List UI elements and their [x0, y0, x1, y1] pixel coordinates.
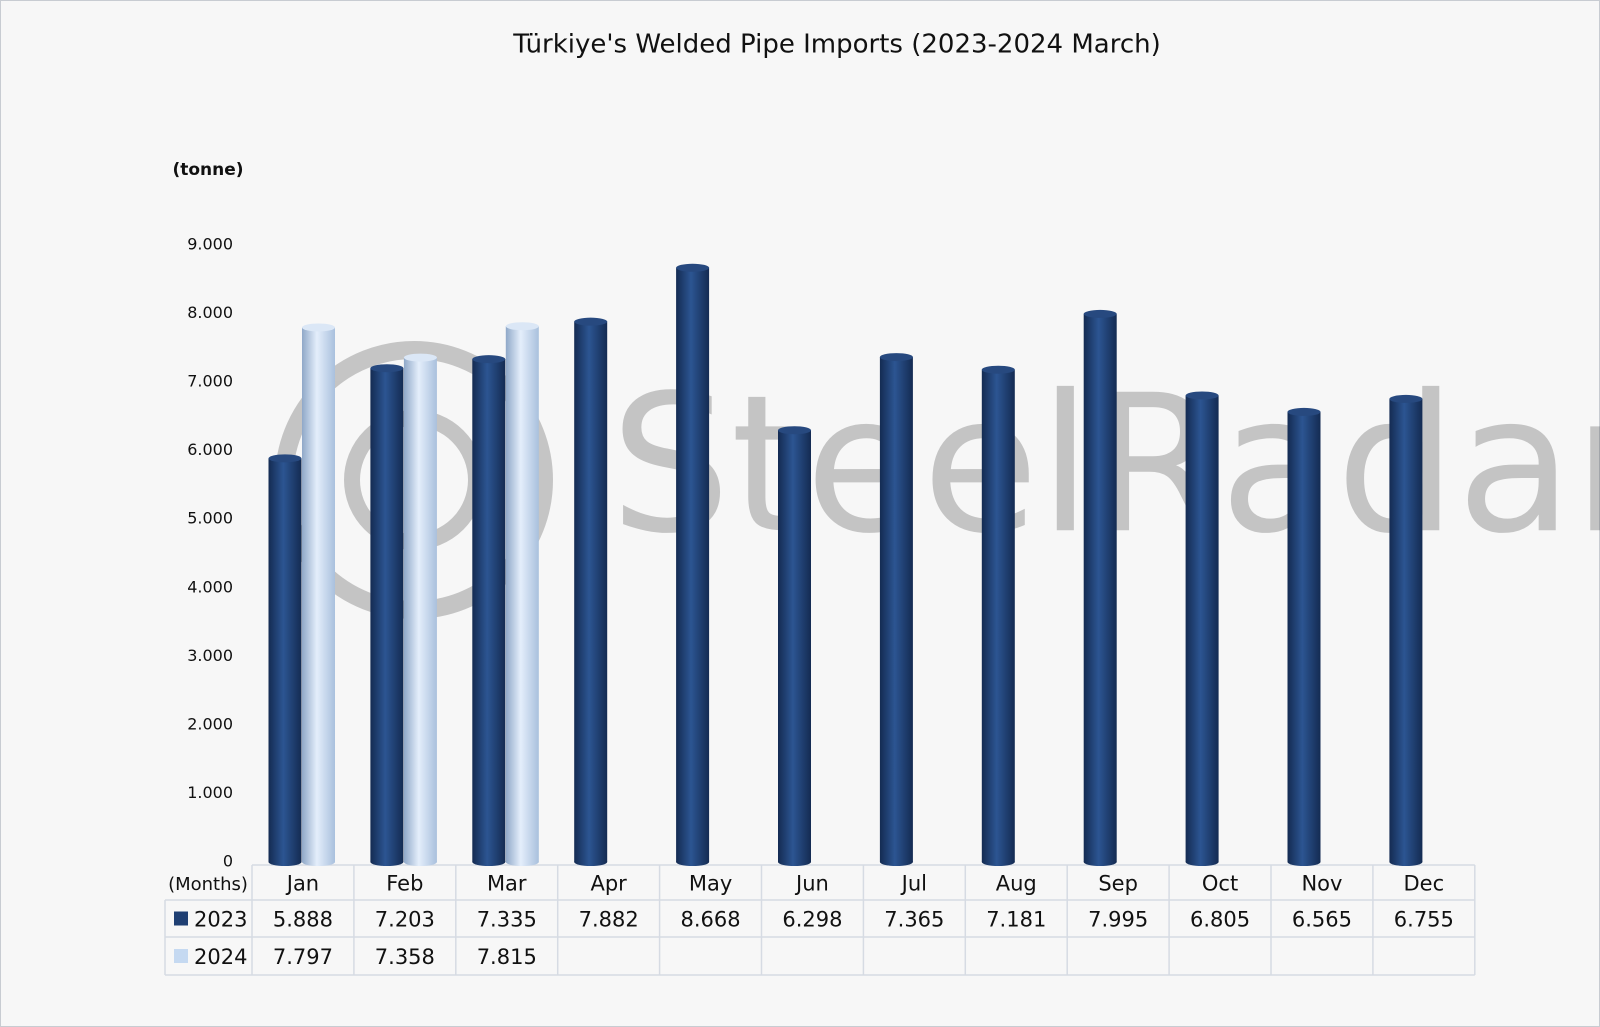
bar-cap [268, 858, 302, 866]
bar-top [268, 454, 302, 463]
bar [472, 359, 506, 862]
x-tick-label: Jun [794, 872, 829, 896]
y-tick-label: 5.000 [187, 509, 233, 528]
y-tick-label: 3.000 [187, 646, 233, 665]
bar-cap [1083, 858, 1117, 866]
y-tick-label: 2.000 [187, 714, 233, 733]
bar [505, 326, 539, 862]
bar-cap [778, 858, 811, 866]
table-value: 7.995 [1088, 908, 1148, 932]
bar [268, 458, 302, 862]
x-axis-label: (Months) [168, 874, 248, 895]
bar-cap [472, 858, 506, 866]
bar-top [403, 353, 437, 362]
table-value: 6.298 [782, 908, 842, 932]
bar-top [370, 364, 404, 373]
legend-swatch [174, 949, 188, 963]
table-value: 5.888 [273, 908, 333, 932]
legend-label: 2024 [194, 945, 247, 969]
bar [302, 327, 335, 863]
x-tick-label: May [689, 872, 732, 896]
x-tick-label: Feb [386, 872, 423, 896]
bar [1185, 395, 1219, 862]
table-value: 8.668 [680, 908, 740, 932]
table-value: 7.203 [375, 908, 435, 932]
bar [981, 369, 1015, 862]
bar [778, 430, 811, 862]
table-value: 6.565 [1292, 908, 1352, 932]
y-tick-label: 8.000 [187, 303, 233, 322]
y-tick-label: 6.000 [187, 440, 233, 459]
bar-top [778, 426, 811, 435]
bar-top [879, 353, 913, 362]
x-tick-label: Oct [1202, 872, 1238, 896]
bar-top [1287, 407, 1321, 416]
bar-top [1185, 391, 1219, 400]
x-tick-label: Mar [487, 872, 527, 896]
bar [676, 267, 710, 862]
bar-top [505, 322, 539, 331]
bar [1287, 411, 1321, 862]
legend-swatch [174, 911, 188, 926]
x-tick-label: Aug [996, 872, 1037, 896]
table-value: 7.797 [273, 945, 333, 969]
bar-cap [574, 858, 608, 866]
x-tick-label: Sep [1098, 872, 1138, 896]
chart-title: Türkiye's Welded Pipe Imports (2023-2024… [512, 30, 1161, 60]
bar-top [574, 317, 608, 326]
x-tick-label: Dec [1404, 872, 1445, 896]
table-value: 6.755 [1394, 908, 1454, 932]
bar-cap [370, 858, 404, 866]
bar-cap [403, 858, 437, 866]
bar [1083, 313, 1117, 863]
bar-top [676, 263, 710, 272]
legend-label: 2023 [194, 908, 247, 932]
bar-cap [1389, 858, 1423, 866]
bar [879, 357, 913, 862]
table-value: 7.882 [579, 908, 639, 932]
bar-cap [1185, 858, 1219, 866]
bar-top [302, 323, 335, 332]
bar-top [981, 365, 1015, 374]
y-tick-label: 9.000 [187, 235, 233, 254]
x-tick-label: Nov [1301, 872, 1342, 896]
bar-cap [1287, 858, 1321, 866]
bar [403, 357, 437, 862]
table-value: 7.181 [986, 908, 1046, 932]
bar-cap [879, 858, 913, 866]
bar-top [472, 355, 506, 364]
bar-top [1389, 394, 1423, 403]
table-value: 7.335 [477, 908, 537, 932]
x-tick-label: Apr [590, 872, 627, 896]
y-tick-label: 0 [223, 852, 233, 871]
x-tick-label: Jan [285, 872, 319, 896]
bar [574, 321, 608, 862]
table-value: 7.365 [884, 908, 944, 932]
y-tick-label: 4.000 [187, 577, 233, 596]
bar-cap [302, 858, 335, 866]
table-value: 6.805 [1190, 908, 1250, 932]
bar [370, 368, 404, 862]
bar-cap [676, 858, 710, 866]
y-axis-label: (tonne) [172, 160, 243, 180]
table-value: 7.358 [375, 945, 435, 969]
table-value: 7.815 [477, 945, 537, 969]
bar-cap [981, 858, 1015, 866]
bar [1389, 398, 1423, 862]
bar-top [1083, 309, 1117, 318]
y-tick-label: 1.000 [187, 783, 233, 802]
y-tick-label: 7.000 [187, 372, 233, 391]
bar-cap [505, 858, 539, 866]
x-tick-label: Jul [900, 872, 927, 896]
